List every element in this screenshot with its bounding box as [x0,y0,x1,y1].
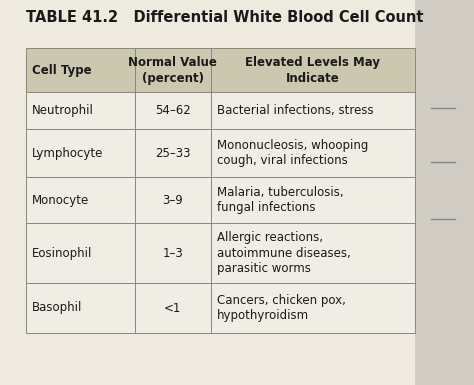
Bar [26,177,135,223]
Text: Monocyte: Monocyte [32,194,90,207]
Text: Cell Type: Cell Type [32,64,92,77]
Text: Bacterial infections, stress: Bacterial infections, stress [217,104,374,117]
Text: Lymphocyte: Lymphocyte [32,147,104,159]
Bar [26,129,135,177]
Bar [135,177,210,223]
Bar [210,177,415,223]
Bar [135,223,210,283]
Text: 3–9: 3–9 [163,194,183,207]
Text: Malaria, tuberculosis,
fungal infections: Malaria, tuberculosis, fungal infections [217,186,344,214]
Bar [0,0,417,385]
Bar [26,92,135,129]
Text: TABLE 41.2   Differential White Blood Cell Count: TABLE 41.2 Differential White Blood Cell… [26,10,424,25]
Text: Neutrophil: Neutrophil [32,104,94,117]
Bar [135,48,210,92]
Bar [26,223,135,283]
Bar [26,283,135,333]
Text: Cancers, chicken pox,
hypothyroidism: Cancers, chicken pox, hypothyroidism [217,294,346,322]
Text: Basophil: Basophil [32,301,82,315]
Bar [210,129,415,177]
Text: 1–3: 1–3 [163,247,183,259]
Text: 25–33: 25–33 [155,147,191,159]
Bar [210,48,415,92]
Text: Mononucleosis, whooping
cough, viral infections: Mononucleosis, whooping cough, viral inf… [217,139,368,167]
Bar [135,129,210,177]
Bar [135,92,210,129]
Text: Elevated Levels May
Indicate: Elevated Levels May Indicate [245,56,380,85]
Text: 54–62: 54–62 [155,104,191,117]
Text: Allergic reactions,
autoimmune diseases,
parasitic worms: Allergic reactions, autoimmune diseases,… [217,231,351,275]
Bar [135,283,210,333]
Bar [210,92,415,129]
Text: Normal Value
(percent): Normal Value (percent) [128,56,217,85]
Text: Eosinophil: Eosinophil [32,247,92,259]
Bar [26,48,135,92]
Bar [210,283,415,333]
Bar [210,223,415,283]
Bar [415,0,474,385]
Text: <1: <1 [164,301,182,315]
